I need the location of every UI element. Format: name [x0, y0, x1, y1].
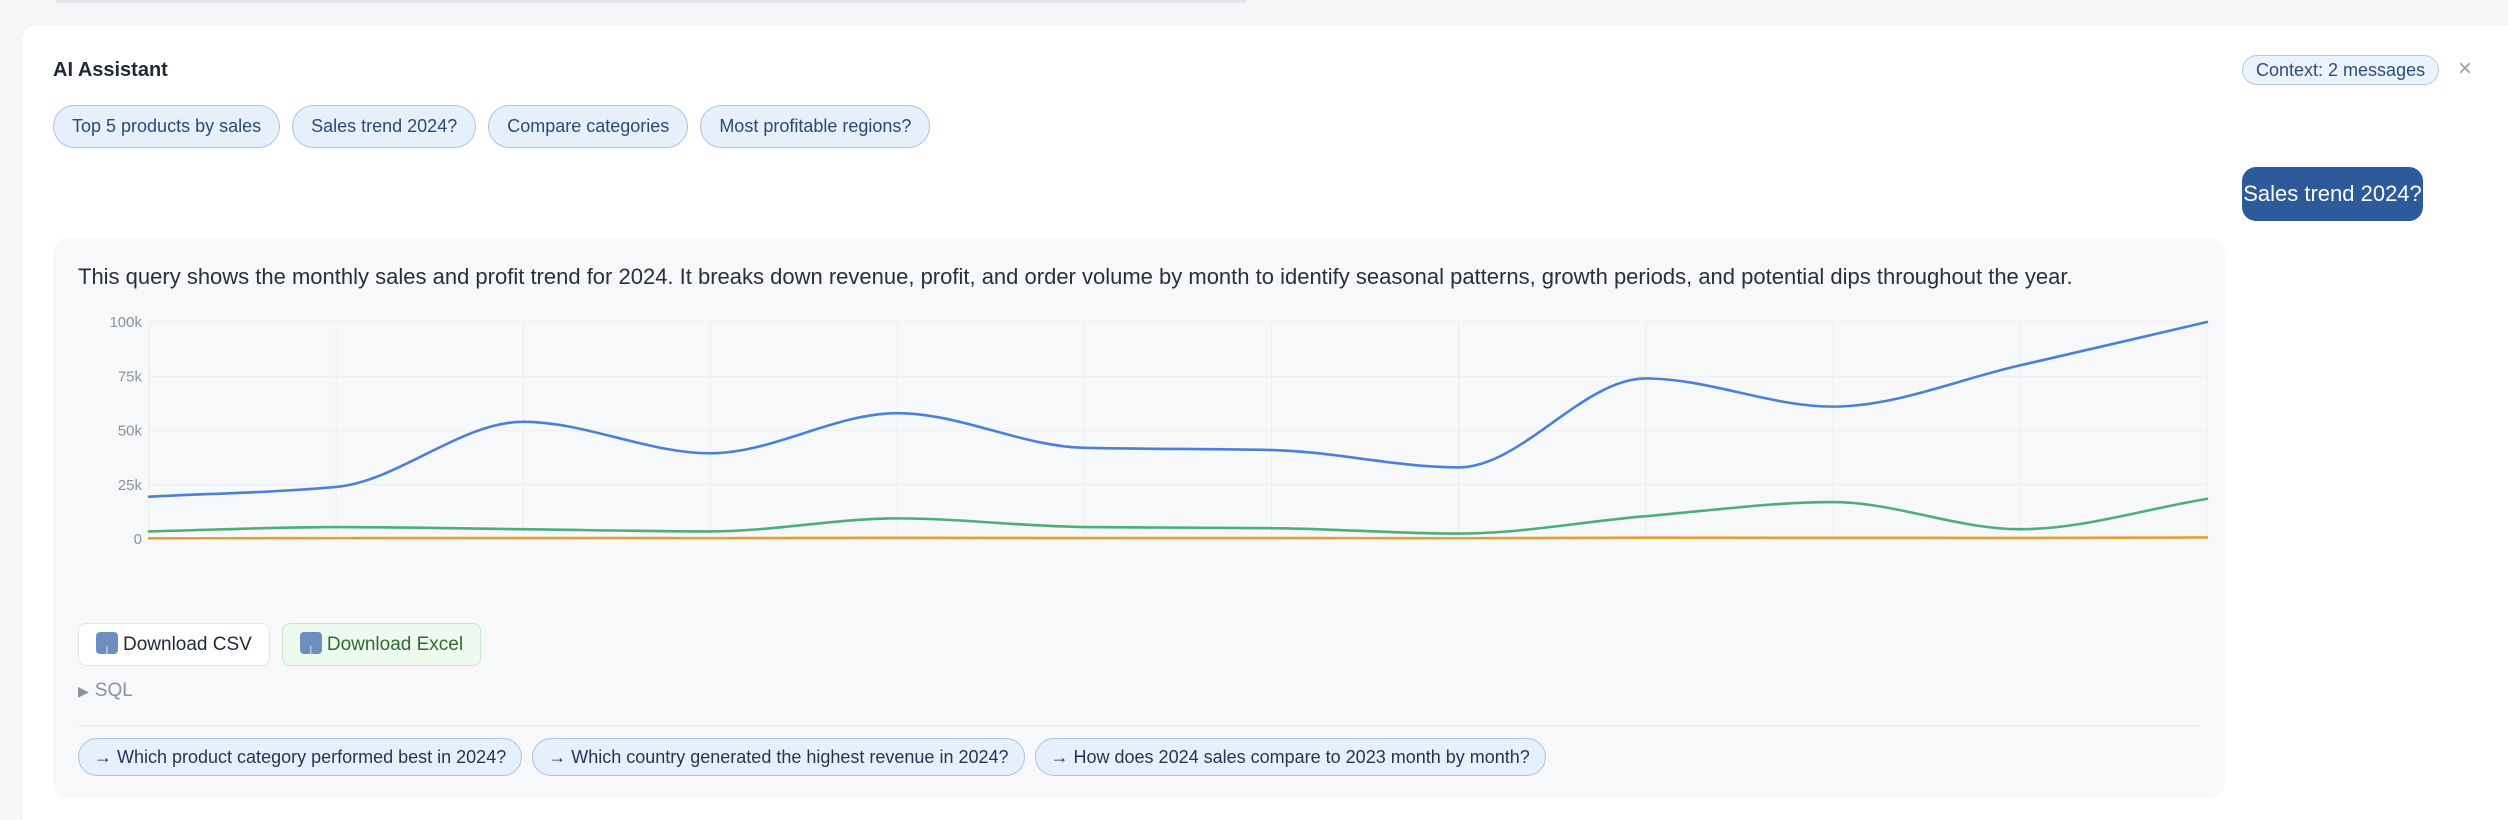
x-tick-label: 2024-10 [1805, 546, 1860, 548]
ai-assistant-panel: AI Assistant Context: 2 messages × Top 5… [22, 25, 2508, 820]
download-buttons: Download CSV Download Excel [78, 623, 482, 671]
x-tick-label: 2024-09 [1618, 546, 1673, 548]
followup-chip[interactable]: → Which country generated the highest re… [532, 738, 1025, 776]
sql-label: SQL [94, 680, 133, 701]
x-tick-label: 2024-04 [683, 546, 738, 548]
assistant-answer-card: This query shows the monthly sales and p… [53, 238, 2225, 798]
followup-suggestions: → Which product category performed best … [78, 738, 1546, 776]
download-csv-label: Download CSV [123, 634, 252, 655]
answer-text: This query shows the monthly sales and p… [78, 264, 2073, 289]
download-csv-button[interactable]: Download CSV [78, 623, 270, 671]
y-tick-label: 100k [109, 314, 142, 331]
context-badge: Context: 2 messages [2242, 55, 2440, 85]
sales-trend-chart: 0 25k 50k 75k 100k 2024-01 2024-02 2024-03 2024-… [109, 314, 2225, 548]
x-tick-label: 2024-12 [2179, 546, 2225, 548]
suggestion-chip[interactable]: Sales trend 2024? [292, 105, 477, 148]
chevron-right-icon: ▶ [78, 683, 89, 699]
x-tick-label: 2024-07 [1244, 546, 1299, 548]
suggestion-chip[interactable]: Most profitable regions? [700, 105, 931, 148]
x-tick-label: 2024-08 [1431, 546, 1486, 548]
y-tick-label: 0 [134, 531, 142, 548]
suggestion-chip[interactable]: Compare categories [488, 105, 689, 148]
followup-chip[interactable]: → Which product category performed best … [78, 738, 523, 776]
sql-toggle[interactable]: ▶ SQL [78, 680, 133, 702]
download-icon [96, 630, 118, 671]
x-tick-label: 2024-05 [870, 546, 925, 548]
download-excel-button[interactable]: Download Excel [281, 623, 482, 671]
y-tick-label: 25k [118, 477, 143, 494]
y-tick-label: 75k [118, 368, 143, 385]
x-tick-label: 2024-01 [121, 546, 176, 548]
x-tick-label: 2024-11 [1993, 546, 2047, 548]
y-tick-label: 50k [118, 423, 143, 440]
download-icon [299, 630, 322, 671]
top-divider-sliver [56, 0, 1246, 3]
user-message-bubble: Sales trend 2024? [2242, 167, 2423, 221]
series-line-2 [147, 497, 2209, 535]
panel-title: AI Assistant [53, 59, 168, 81]
close-icon[interactable]: × [2457, 55, 2472, 82]
x-tick-label: 2024-03 [496, 546, 551, 548]
series-line-1 [147, 320, 2209, 498]
x-tick-label: 2024-02 [309, 546, 364, 548]
x-tick-label: 2024-06 [1057, 546, 1112, 548]
series-line-3 [147, 536, 2209, 540]
download-excel-label: Download Excel [326, 634, 464, 655]
followup-chip[interactable]: → How does 2024 sales compare to 2023 mo… [1034, 738, 1546, 776]
suggestion-chip[interactable]: Top 5 products by sales [53, 105, 281, 148]
suggestion-chips: Top 5 products by sales Sales trend 2024… [53, 105, 931, 148]
divider [78, 725, 2200, 726]
